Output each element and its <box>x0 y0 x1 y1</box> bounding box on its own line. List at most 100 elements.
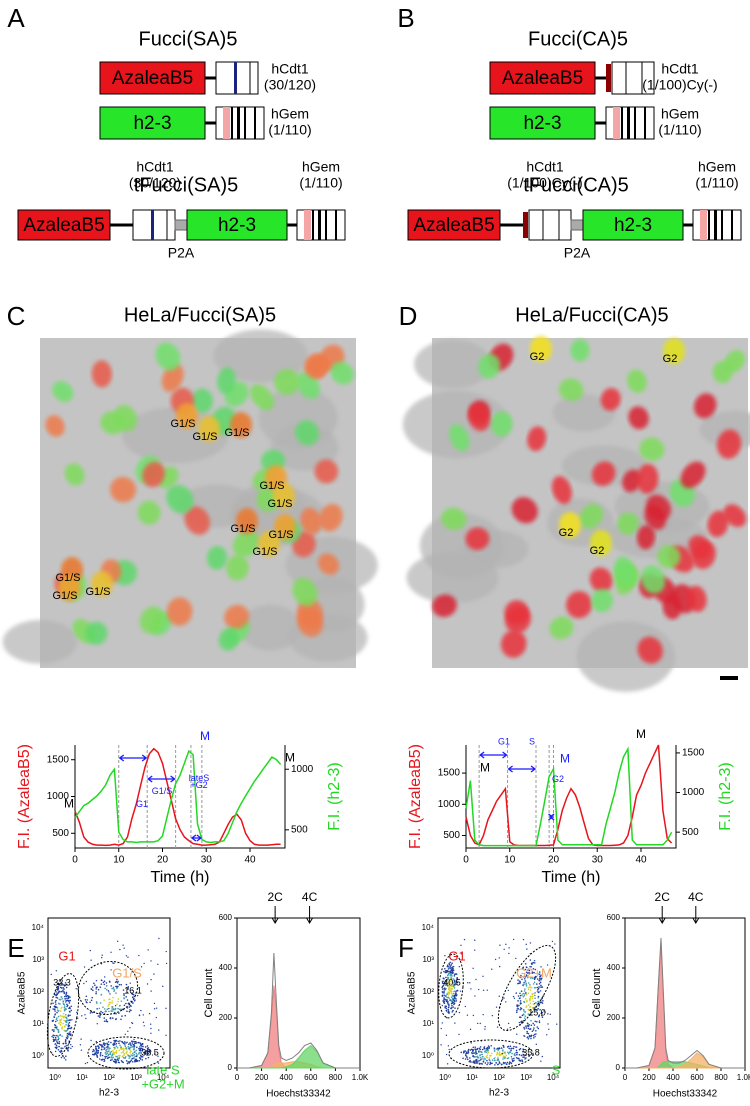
event-dot <box>499 1054 501 1056</box>
event-dot <box>529 1006 531 1008</box>
event-dot <box>71 1019 73 1021</box>
event-dot <box>85 980 88 983</box>
event-dot <box>99 986 102 988</box>
ploidy-arrow <box>306 906 313 924</box>
event-dot <box>66 1029 69 1031</box>
scatter-dots <box>50 937 168 1065</box>
event-dot <box>103 1060 105 1063</box>
event-dot <box>155 1016 157 1019</box>
event-dot <box>64 1013 67 1016</box>
nucleus <box>449 423 470 452</box>
event-dot <box>445 1053 448 1056</box>
event-dot <box>110 985 112 987</box>
event-dot <box>112 988 115 990</box>
event-dot <box>524 997 527 1000</box>
event-dot <box>498 1061 501 1063</box>
event-dot <box>448 986 451 988</box>
event-dot <box>69 1031 71 1033</box>
event-dot <box>529 997 531 999</box>
y-tick-label: 10¹ <box>32 1019 44 1028</box>
event-dot <box>126 1007 129 1009</box>
event-dot <box>94 984 96 987</box>
event-dot <box>118 1056 121 1059</box>
event-dot <box>110 1056 113 1058</box>
event-dot <box>116 1055 118 1058</box>
ploidy-label: 4C <box>302 890 318 904</box>
event-dot <box>472 1014 475 1017</box>
event-dot <box>525 985 528 987</box>
event-dot <box>62 1042 65 1045</box>
event-dot <box>136 994 139 997</box>
event-dot <box>529 965 531 968</box>
phase-arrow <box>147 775 176 783</box>
event-dot <box>475 1058 478 1061</box>
event-dot <box>57 1031 60 1033</box>
y-tick-label: 10⁴ <box>422 923 435 932</box>
event-dot <box>516 1053 518 1056</box>
event-dot <box>505 1063 508 1066</box>
nucleus <box>590 530 612 556</box>
event-dot <box>455 981 457 984</box>
gem-band <box>223 107 230 139</box>
event-dot <box>133 1057 135 1059</box>
event-dot <box>531 993 534 995</box>
event-dot <box>508 1047 510 1050</box>
nucleus <box>639 437 665 461</box>
event-dot <box>69 996 71 998</box>
event-dot <box>103 1017 106 1019</box>
event-dot <box>69 1019 72 1021</box>
event-dot <box>448 989 451 991</box>
event-dot <box>478 1059 480 1062</box>
event-dot <box>521 1059 523 1061</box>
panel-letter: A <box>7 3 25 33</box>
nucleus <box>52 381 74 403</box>
event-dot <box>58 1045 60 1048</box>
event-dot <box>551 940 554 943</box>
event-dot <box>519 992 521 995</box>
event-dot <box>65 994 67 996</box>
event-dot <box>63 1016 65 1019</box>
nucleus <box>640 565 666 594</box>
event-dot <box>537 1007 539 1010</box>
event-dot <box>157 963 159 966</box>
tag-label: hCdt1 <box>661 61 699 77</box>
y2-axis-label: F.I. (h2-3) <box>717 762 734 830</box>
event-dot <box>97 1049 100 1052</box>
event-dot <box>501 998 504 1001</box>
event-dot <box>106 1008 109 1010</box>
x-tick-label: 10 <box>113 855 125 866</box>
event-dot <box>134 999 136 1001</box>
event-dot <box>502 1045 505 1047</box>
event-dot <box>84 1014 86 1016</box>
event-dot <box>58 1042 61 1045</box>
event-dot <box>453 990 455 993</box>
event-dot <box>63 988 65 990</box>
event-dot <box>536 1004 539 1006</box>
x-tick-label: 200 <box>255 1073 269 1082</box>
event-dot <box>63 1015 66 1018</box>
event-dot <box>538 1003 541 1006</box>
event-dot <box>440 1027 442 1030</box>
event-dot <box>112 1056 114 1059</box>
gate-percent: 38.5 <box>141 1047 159 1057</box>
phase-arrow <box>507 765 537 773</box>
event-dot <box>125 1051 128 1054</box>
event-dot <box>56 1007 59 1009</box>
event-dot <box>486 1063 488 1066</box>
event-dot <box>467 1051 470 1054</box>
event-dot <box>118 1012 120 1014</box>
event-dot <box>495 1006 498 1008</box>
event-dot <box>518 1057 520 1060</box>
nucleus <box>292 577 318 607</box>
event-dot <box>95 988 97 990</box>
event-dot <box>122 1051 125 1054</box>
event-dot <box>520 974 522 977</box>
event-dot <box>524 993 526 995</box>
event-dot <box>95 1052 97 1055</box>
nucleus <box>296 598 323 629</box>
event-dot <box>522 992 525 995</box>
event-dot <box>447 973 449 976</box>
event-dot <box>508 1051 511 1054</box>
panel-title: HeLa/Fucci(CA)5 <box>515 304 668 326</box>
event-dot <box>476 1061 479 1063</box>
